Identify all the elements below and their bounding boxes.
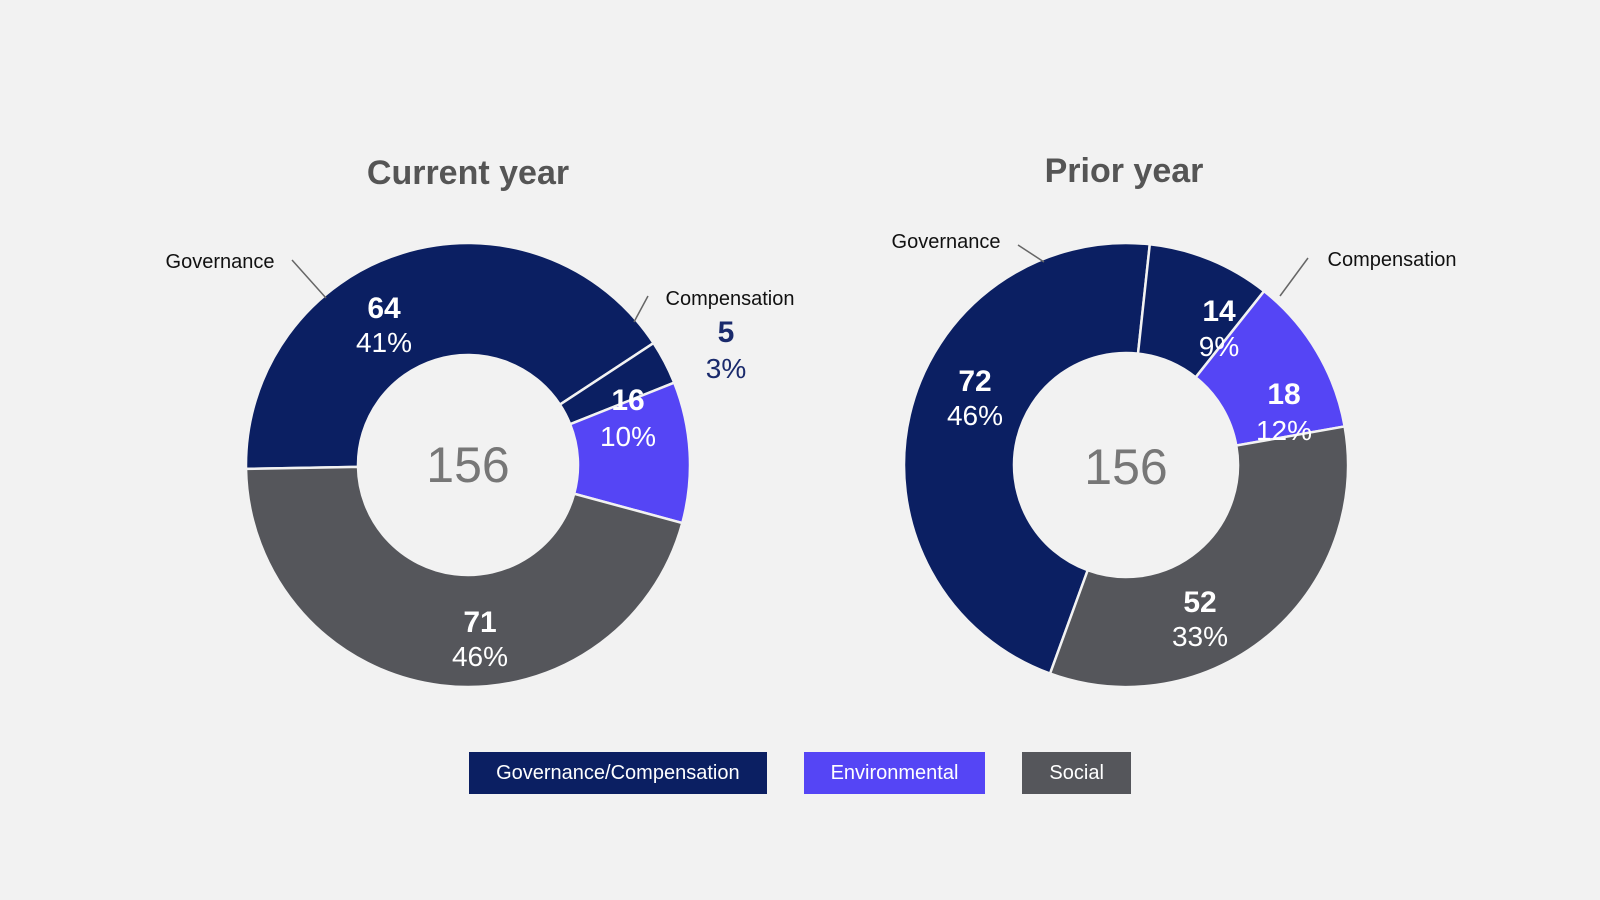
data-label-percent-environmental-current-year: 10%: [600, 421, 656, 452]
legend: Governance/Compensation Environmental So…: [0, 752, 1600, 794]
data-label-value-environmental-current-year: 16: [611, 384, 644, 417]
data-label-percent-social-current-year: 46%: [452, 641, 508, 672]
chart-title-current-year: Current year: [367, 154, 569, 192]
data-label-value-governance-prior-year: 72: [958, 365, 991, 398]
data-label-value-environmental-prior-year: 18: [1267, 378, 1300, 411]
legend-item-social: Social: [1022, 752, 1131, 794]
data-label-percent-compensation-current-year: 3%: [706, 353, 746, 384]
data-label-percent-compensation-prior-year: 9%: [1199, 331, 1239, 362]
data-label-value-compensation-current-year: 5: [718, 316, 735, 349]
callout-label-governance-current-year: Governance: [166, 251, 275, 273]
center-total-prior-year: 156: [1084, 439, 1167, 495]
callout-label-governance-prior-year: Governance: [892, 231, 1001, 253]
data-label-percent-social-prior-year: 33%: [1172, 621, 1228, 652]
data-label-percent-environmental-prior-year: 12%: [1256, 415, 1312, 446]
data-label-value-compensation-prior-year: 14: [1202, 295, 1236, 328]
leader-line-governance-prior-year: [1017, 244, 1045, 263]
chart-title-prior-year: Prior year: [1045, 152, 1204, 190]
callout-label-compensation-prior-year: Compensation: [1328, 249, 1457, 271]
leader-line-governance-current-year: [291, 259, 327, 299]
data-label-percent-governance-prior-year: 46%: [947, 400, 1003, 431]
callout-label-compensation-current-year: Compensation: [666, 288, 795, 310]
leader-line-compensation-current-year: [633, 295, 649, 323]
data-label-value-governance-current-year: 64: [367, 292, 401, 325]
slice-social-current-year: [244, 465, 684, 689]
data-label-value-social-current-year: 71: [463, 606, 496, 639]
center-total-current-year: 156: [426, 437, 509, 493]
data-label-value-social-prior-year: 52: [1183, 586, 1216, 619]
legend-item-governance-compensation: Governance/Compensation: [469, 752, 767, 794]
data-label-percent-governance-current-year: 41%: [356, 327, 412, 358]
leader-line-compensation-prior-year: [1279, 257, 1309, 297]
slice-governance-prior-year: [902, 241, 1152, 676]
slice-governance-current-year: [244, 241, 656, 471]
legend-item-environmental: Environmental: [803, 752, 986, 794]
slice-social-prior-year: [1048, 425, 1350, 689]
